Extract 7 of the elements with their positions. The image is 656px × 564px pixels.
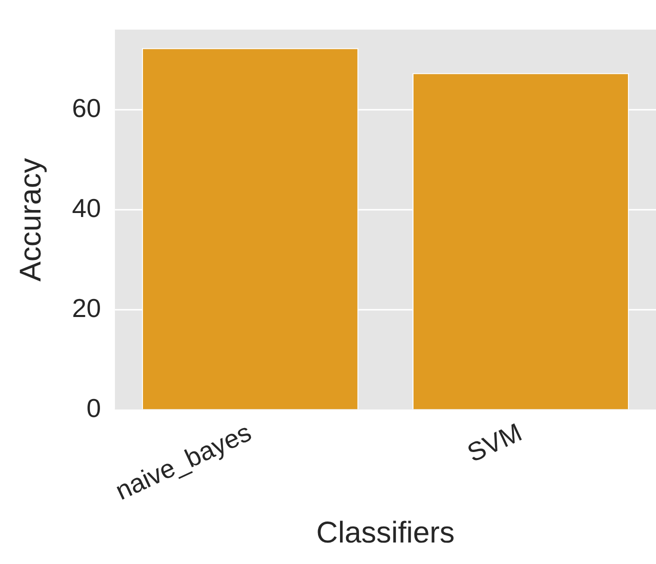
y-tick-label: 0 — [86, 393, 101, 424]
y-tick-label: 40 — [72, 192, 101, 223]
x-axis-title: Classifiers — [316, 516, 455, 550]
y-tick-label: 20 — [72, 293, 101, 324]
y-tick-label: 60 — [72, 92, 101, 123]
x-tick-label: SVM — [462, 416, 526, 468]
y-axis-title: Accuracy — [14, 158, 48, 282]
